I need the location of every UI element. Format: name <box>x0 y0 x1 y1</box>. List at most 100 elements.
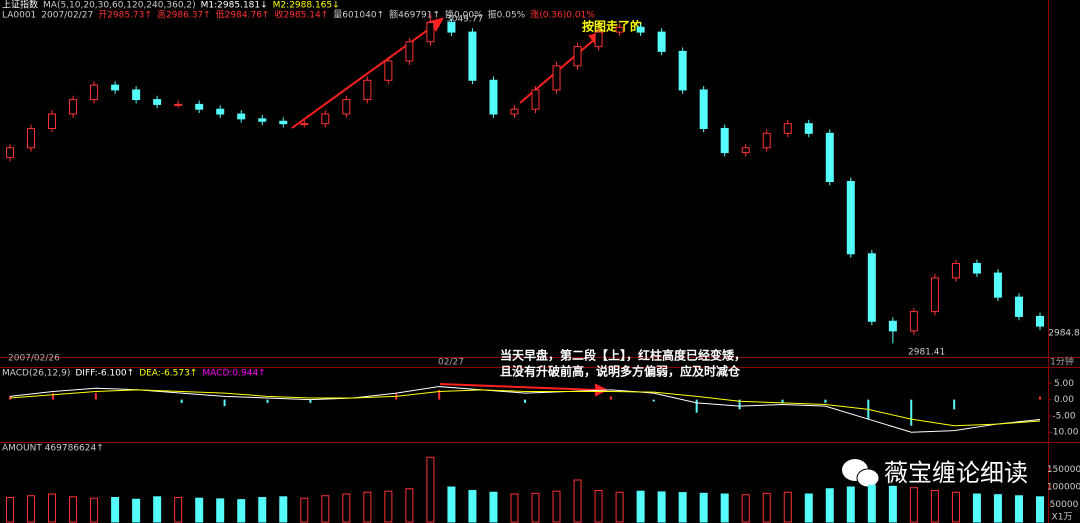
candle-body <box>300 123 309 126</box>
candle-body <box>405 41 414 62</box>
y-tick-label: 5.00 <box>1054 379 1074 389</box>
header-item: 上证指数 <box>2 0 38 11</box>
amount-bar <box>636 490 645 523</box>
annotation: 3049.77 <box>446 15 483 25</box>
amount-bar <box>132 498 141 523</box>
header-item: MACD(26,12,9) <box>2 369 70 379</box>
annotation: 当天早盘，第二段【上】，红柱高度已经变矮， <box>500 348 746 363</box>
amount-bar <box>27 495 36 523</box>
amount-bar <box>867 484 876 523</box>
amount-bar <box>489 491 498 523</box>
amount-bar <box>216 498 225 523</box>
header-item: 2007/02/27 <box>41 11 93 21</box>
y-tick-label: -5.00 <box>1052 411 1076 421</box>
amount-bar <box>1014 495 1023 523</box>
candle-body <box>216 108 225 115</box>
amount-bar <box>678 492 687 523</box>
amount-bar <box>762 492 771 523</box>
candle-body <box>552 65 561 91</box>
amount-bar <box>426 456 435 523</box>
amount-bar <box>6 497 14 523</box>
candle-body <box>384 60 393 81</box>
amount-bar <box>930 490 939 523</box>
candle-body <box>6 147 14 158</box>
amount-bar <box>384 490 393 523</box>
candle-body <box>615 26 624 33</box>
amount-bar <box>342 493 351 523</box>
amount-bar <box>825 488 834 523</box>
y-tick-label: 150000 <box>1047 465 1080 475</box>
amount-bar <box>951 491 960 523</box>
amount-bar <box>69 496 78 523</box>
candle-body <box>174 103 183 106</box>
candle-body <box>951 262 960 279</box>
amount-bar <box>573 479 582 523</box>
y-tick-label: 50000 <box>1050 500 1079 510</box>
amount-bar <box>909 487 918 523</box>
amount-bar <box>594 490 603 523</box>
amount-bar <box>258 497 267 523</box>
amount-bar <box>972 493 981 523</box>
candle-body <box>720 127 729 154</box>
amount-bar <box>111 497 120 523</box>
candle-body <box>846 181 855 255</box>
macd-line <box>9 389 1041 427</box>
candle-body <box>657 31 666 52</box>
amount-bar <box>237 499 246 523</box>
candle-body <box>804 123 813 134</box>
candle-body <box>132 89 141 101</box>
candle-body <box>27 127 36 149</box>
amount-bar <box>321 495 330 523</box>
amount-bar <box>657 491 666 523</box>
candle-body <box>573 46 582 67</box>
candle-body <box>510 108 519 115</box>
amount-bar <box>153 496 162 523</box>
candle-body <box>1014 296 1023 317</box>
candle-body <box>489 79 498 115</box>
candle-body <box>153 99 162 105</box>
candle-body <box>888 320 897 332</box>
header-item: DEA:-6.573↑ <box>139 369 197 379</box>
amount-bar <box>699 492 708 523</box>
amount-bar <box>804 493 813 523</box>
candle-body <box>972 262 981 274</box>
amount-bar <box>279 496 288 523</box>
watermark-text: 薇宝缠论细读 <box>884 459 1028 487</box>
amount-bar <box>195 497 204 523</box>
annotation: 按图走了的 <box>582 19 642 34</box>
amount-bar <box>741 494 750 523</box>
header-item: 收2985.14↑ <box>274 9 328 21</box>
amount-bar <box>552 490 561 523</box>
header-item: 量601040↑ <box>333 10 384 21</box>
amount-bar <box>615 491 624 523</box>
candle-body <box>762 132 771 149</box>
header-item: 振0.05% <box>488 9 526 21</box>
amount-bar <box>888 485 897 523</box>
header-item: M2:2988.165↓ <box>273 1 340 11</box>
candle-body <box>699 89 708 129</box>
amount-bar <box>1036 496 1044 523</box>
amount-bar <box>447 486 456 523</box>
y-tick-label: 0.00 <box>1054 395 1074 405</box>
candle-body <box>594 31 603 48</box>
candle-body <box>426 21 435 43</box>
candle-body <box>447 21 456 33</box>
amount-bar <box>993 494 1002 523</box>
watermark: 薇宝缠论细读 <box>842 459 1028 488</box>
header-item: 换0.00% <box>445 9 483 21</box>
annotation: 且没有升破前高，说明多方偏弱，应及时减仓 <box>500 364 741 379</box>
candle-body <box>930 277 939 313</box>
unit-label: X1万 <box>1052 513 1073 523</box>
candle-body <box>825 132 834 182</box>
amount-bar <box>510 493 519 523</box>
header-item: 高2986.37↑ <box>157 9 211 21</box>
candle-body <box>468 31 477 81</box>
amount-bar <box>405 488 414 523</box>
header-item: 低2984.76↑ <box>216 9 270 21</box>
header-item: 涨(0.36)0.01% <box>530 10 595 21</box>
header-item: MA(5,10,20,30,60,120,240,360,2) <box>43 1 196 11</box>
candle-body <box>237 113 246 120</box>
candle-body <box>321 113 330 125</box>
